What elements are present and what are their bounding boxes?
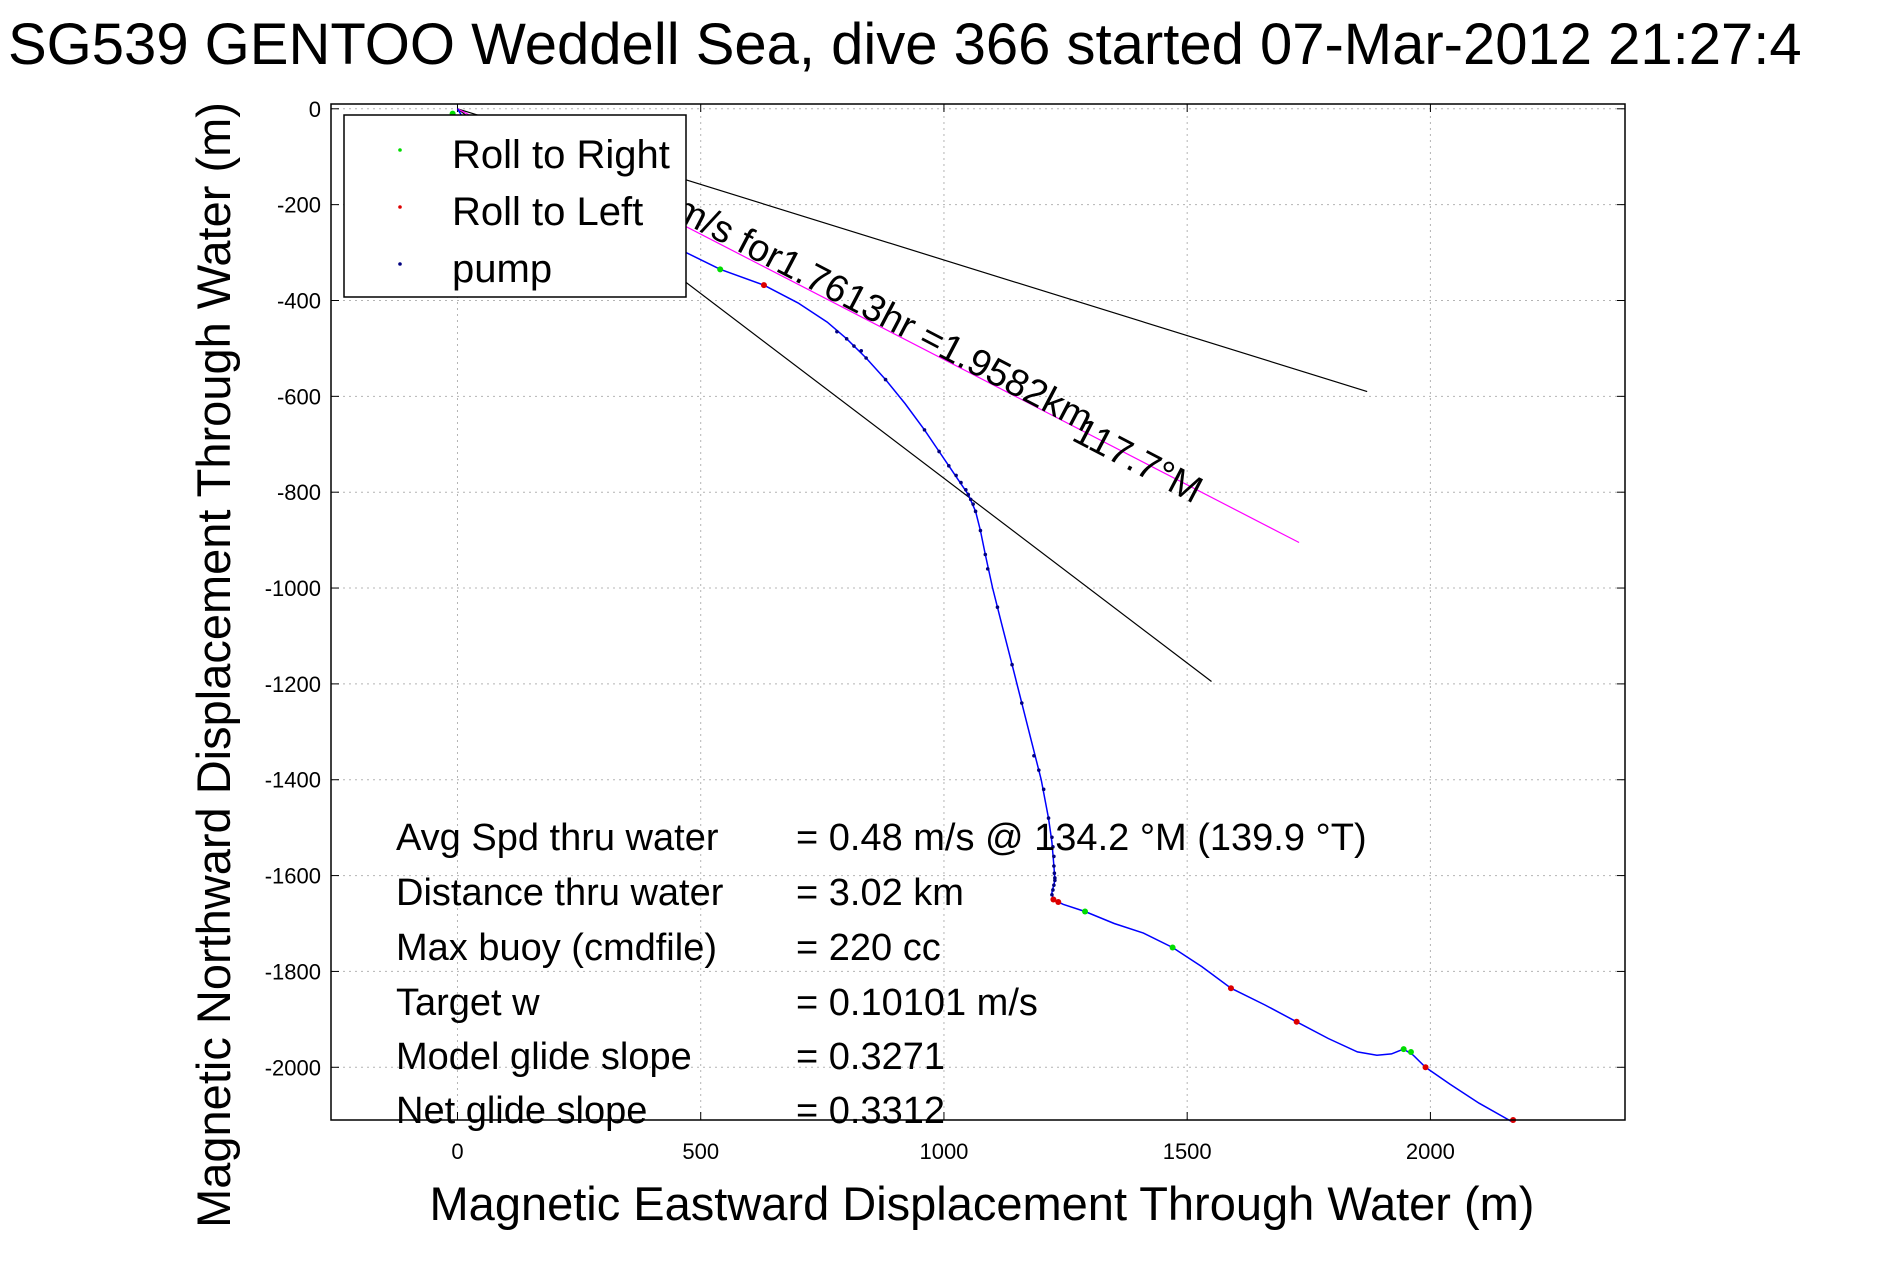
stat-value: = 0.3312: [796, 1090, 945, 1132]
pump-point: [973, 509, 978, 514]
x-axis-label: Magnetic Eastward Displacement Through W…: [430, 1177, 1535, 1230]
legend-label-roll-right: Roll to Right: [452, 133, 670, 177]
stat-label: Avg Spd thru water: [396, 817, 719, 859]
pump-point: [844, 337, 849, 341]
y-tick-label: -2000: [265, 1055, 321, 1080]
roll-right-point: [717, 266, 724, 273]
x-tick-label: 0: [451, 1139, 463, 1164]
pump-point: [1052, 864, 1056, 868]
pump-point: [864, 356, 868, 360]
legend-label-roll-left: Roll to Left: [452, 190, 643, 234]
stat-label: Model glide slope: [396, 1036, 692, 1078]
roll-left-point: [1227, 985, 1234, 992]
pump-point: [1052, 883, 1056, 887]
pump-point: [947, 464, 951, 468]
stat-value: = 0.3271: [796, 1036, 945, 1078]
legend-label-pump: pump: [452, 247, 552, 291]
roll-right-point: [1400, 1046, 1407, 1053]
pump-point: [1053, 878, 1057, 883]
stat-value: = 0.10101 m/s: [796, 982, 1038, 1024]
roll-left-point: [760, 282, 767, 289]
y-tick-label: -1200: [265, 672, 321, 697]
roll-left-point: [1293, 1018, 1300, 1025]
y-tick-label: -1800: [265, 959, 321, 984]
pump-point: [995, 605, 1000, 610]
pump-point: [968, 497, 973, 502]
roll-right-point: [1169, 944, 1176, 951]
y-tick-label: -800: [277, 480, 321, 505]
stat-label: Net glide slope: [396, 1090, 647, 1132]
stat-value: = 220 cc: [796, 927, 941, 969]
pump-point: [1019, 701, 1024, 705]
plot-frame: [330, 103, 1626, 1121]
y-tick-label: -200: [277, 193, 321, 218]
pump-point: [1041, 787, 1046, 792]
legend: Roll to Right Roll to Left pump: [343, 114, 687, 298]
x-tick-label: 1500: [1163, 1139, 1212, 1164]
pump-point: [835, 329, 839, 334]
pump-point: [859, 349, 864, 353]
roll-left-point: [1422, 1064, 1429, 1071]
y-tick-label: -1400: [265, 768, 321, 793]
y-tick-label: -600: [277, 384, 321, 409]
pump-point: [964, 487, 968, 492]
stat-value: = 3.02 km: [796, 872, 964, 914]
roll-right-point: [1407, 1048, 1414, 1055]
roll-right-point: [1082, 908, 1089, 915]
legend-marker-roll-left: [398, 205, 402, 209]
marker-layer: [449, 110, 1517, 1123]
pump-point: [978, 528, 983, 533]
pump-point: [1051, 845, 1055, 849]
legend-marker-pump: [398, 262, 402, 266]
legend-marker-roll-right: [398, 148, 402, 152]
glider-track-line: [456, 108, 1514, 1124]
chart-title: SG539 GENTOO Weddell Sea, dive 366 start…: [8, 12, 1802, 77]
pump-point: [959, 480, 963, 485]
stat-label: Max buoy (cmdfile): [396, 927, 717, 969]
stats-block: Avg Spd thru water = 0.48 m/s @ 134.2 °M…: [396, 817, 1367, 1132]
pump-point: [1050, 892, 1054, 897]
pump-point: [1032, 753, 1036, 758]
stat-value: = 0.48 m/s @ 134.2 °M (139.9 °T): [796, 817, 1367, 859]
pump-point: [1010, 662, 1014, 667]
y-tick-label: -1000: [265, 576, 321, 601]
pump-point: [983, 552, 988, 557]
course-annotation: 117.7°M: [1066, 410, 1209, 512]
y-tick-label: -400: [277, 288, 321, 313]
roll-left-point: [1050, 896, 1057, 903]
y-axis-label: Magnetic Northward Displacement Through …: [187, 102, 240, 1228]
pump-point: [954, 473, 958, 478]
x-ticks: 0 500 1000 1500 2000: [451, 104, 1455, 1164]
stat-label: Distance thru water: [396, 872, 724, 914]
pump-point: [852, 344, 856, 348]
pump-point: [883, 377, 888, 382]
roll-left-point: [1055, 898, 1062, 905]
pump-point: [1050, 835, 1054, 840]
pump-point: [1037, 768, 1041, 772]
pump-point: [966, 492, 971, 497]
pump-point: [937, 449, 941, 454]
pump-point: [985, 567, 990, 571]
x-tick-label: 1000: [919, 1139, 968, 1164]
course-annotation: m/s for1.7613hr =1.9582km: [667, 187, 1099, 440]
pump-point: [1052, 854, 1056, 859]
y-tick-label: 0: [309, 97, 321, 122]
y-ticks: 0 -200 -400 -600 -800 -1000 -1200 -1400 -1600 -18…: [265, 97, 1625, 1080]
track-layer: [456, 108, 1514, 1124]
pump-point: [1046, 816, 1051, 820]
pump-point: [971, 502, 975, 506]
pump-point: [922, 428, 927, 432]
x-tick-label: 500: [682, 1139, 719, 1164]
pump-point: [1052, 871, 1057, 875]
stat-label: Target w: [396, 982, 540, 1024]
y-tick-label: -1600: [265, 864, 321, 889]
pump-point: [1051, 888, 1055, 892]
x-tick-label: 2000: [1406, 1139, 1455, 1164]
